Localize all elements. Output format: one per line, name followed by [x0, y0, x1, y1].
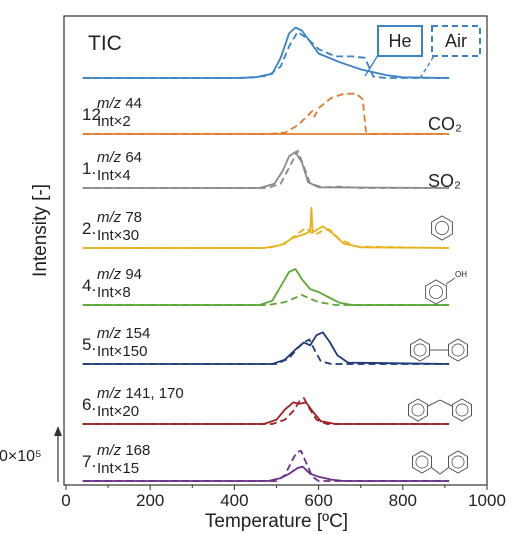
ether-ring-a-icon	[408, 398, 428, 422]
series-line-air-biphenyl	[82, 338, 450, 365]
legend-label-he: He	[388, 31, 411, 51]
structure-biphenyl	[410, 338, 468, 362]
scale-bar-arrow	[54, 426, 62, 436]
compound-label-co2: CO₂	[428, 114, 462, 134]
mz-label-dibenzofuran: m/z 168	[97, 442, 150, 459]
panel-tic: TIC	[82, 26, 450, 79]
series-line-he-phenol	[82, 268, 450, 306]
compound-number-diphenylether: 6.	[82, 395, 96, 414]
compound-number-dibenzofuran: 7.	[82, 452, 96, 471]
structure-dibenzofuran	[412, 450, 468, 475]
series-line-air-tic	[82, 31, 450, 79]
x-axis-label: Temperature [ºC]	[205, 511, 348, 532]
compound-number-biphenyl: 5.	[82, 335, 96, 354]
compound-label-so2: SO₂	[428, 171, 461, 191]
dibenzofuran-ring-b-icon-ring	[451, 455, 465, 469]
ether-bond	[427, 399, 453, 407]
legend: He Air	[364, 25, 481, 79]
series-line-he-dibenzofuran	[82, 465, 450, 482]
series-line-air-phenol	[82, 294, 450, 306]
intensity-factor-biphenyl: Int×150	[97, 343, 147, 360]
intensity-factor-diphenylether: Int×20	[97, 403, 139, 420]
legend-label-air: Air	[445, 31, 467, 51]
x-tick-label-200: 200	[136, 491, 164, 510]
ether-ring-b-icon-ring	[455, 403, 469, 417]
phenol-ring-icon	[425, 279, 447, 305]
biphenyl-ring-b-icon-ring	[451, 343, 465, 357]
dibenzofuran-ring-b-icon	[448, 450, 468, 474]
phenol-oh-bond	[445, 277, 456, 285]
series-line-air-benzene	[82, 226, 450, 249]
x-tick-label-1000: 1000	[468, 491, 506, 510]
y-axis-label: Intensity [-]	[30, 184, 51, 277]
dibenzofuran-bond	[431, 467, 449, 475]
biphenyl-ring-a-icon	[410, 338, 430, 362]
ether-ring-a-icon-ring	[411, 403, 425, 417]
x-tick-label-0: 0	[61, 491, 70, 510]
dibenzofuran-ring-a-icon-ring	[415, 455, 429, 469]
legend-box-air	[431, 25, 481, 57]
biphenyl-ring-a-icon-ring	[413, 343, 427, 357]
panel-title-tic: TIC	[88, 32, 122, 55]
phenol-oh-text: OH	[455, 270, 467, 279]
structure-benzene	[431, 215, 453, 241]
x-tick-label-400: 400	[220, 491, 248, 510]
ether-ring-b-icon	[452, 398, 472, 422]
compound-number-co2: 12	[82, 105, 101, 124]
dibenzofuran-ring-a-icon	[412, 450, 432, 474]
intensity-factor-phenol: Int×8	[97, 284, 131, 301]
biphenyl-ring-b-icon	[448, 338, 468, 362]
series-line-air-co2	[82, 92, 450, 135]
x-tick-label-600: 600	[304, 491, 332, 510]
intensity-factor-benzene: Int×30	[97, 227, 139, 244]
mz-label-so2: m/z 64	[97, 149, 142, 166]
mz-label-benzene: m/z 78	[97, 209, 142, 226]
intensity-factor-co2: Int×2	[97, 113, 131, 130]
legend-box-he	[377, 25, 423, 57]
benzene-ring-icon	[431, 215, 453, 241]
series-line-air-so2	[82, 149, 450, 189]
mz-label-biphenyl: m/z 154	[97, 325, 150, 342]
intensity-factor-so2: Int×4	[97, 167, 131, 184]
mz-label-phenol: m/z 94	[97, 266, 142, 283]
scale-bar-label: 0×10⁵	[0, 448, 42, 465]
structure-phenol: OH	[425, 270, 467, 305]
benzene-ring-icon-ring	[434, 220, 449, 235]
compound-number-benzene: 2.	[82, 219, 96, 238]
x-tick-label-800: 800	[389, 491, 417, 510]
intensity-factor-dibenzofuran: Int×15	[97, 460, 139, 477]
mz-label-co2: m/z 44	[97, 95, 142, 112]
plot-frame	[63, 15, 488, 486]
structure-diphenylether	[408, 398, 472, 422]
compound-number-so2: 1.	[82, 159, 96, 178]
legend-leader-air	[419, 55, 435, 79]
series-line-he-diphenylether	[82, 401, 450, 425]
phenol-ring-icon-ring	[428, 284, 443, 299]
compound-number-phenol: 4.	[82, 276, 96, 295]
mz-label-diphenylether: m/z 141, 170	[97, 385, 184, 402]
series-line-air-dibenzofuran	[82, 449, 450, 482]
series-line-he-so2	[82, 151, 450, 189]
